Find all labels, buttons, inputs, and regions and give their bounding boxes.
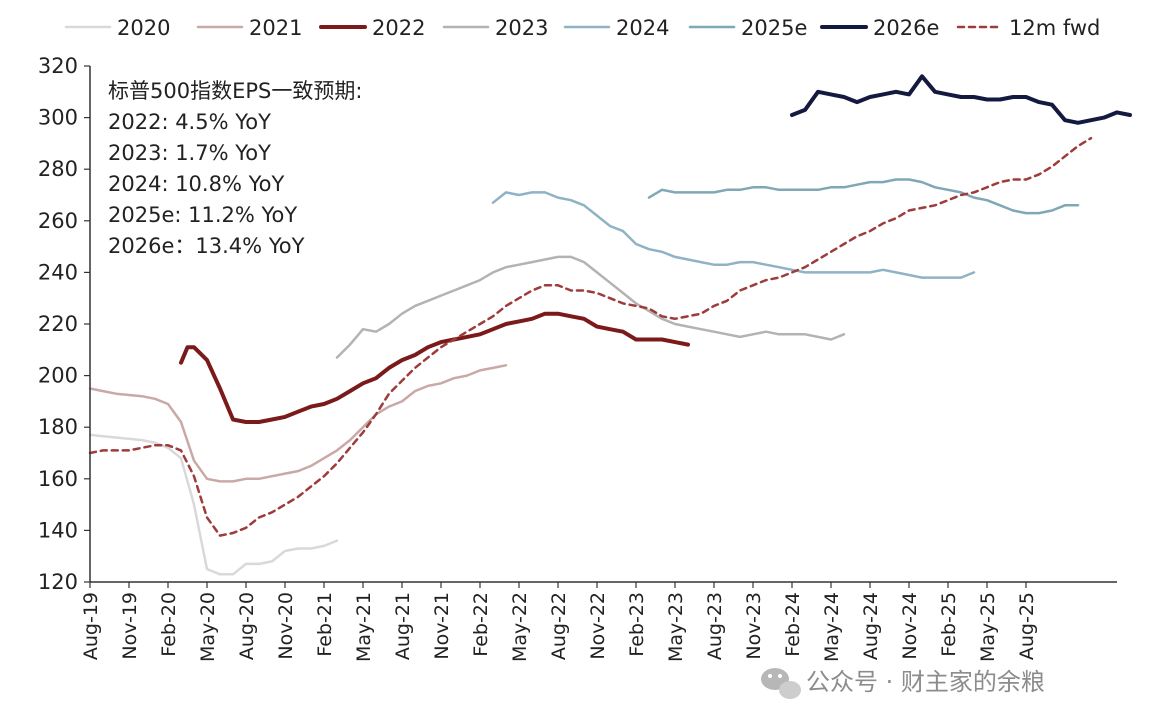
series-layer (88, 74, 1132, 576)
series-line-2021 (88, 364, 508, 483)
x-tick-label: Feb-24 (782, 592, 804, 657)
legend-label: 2025e (741, 16, 807, 40)
x-tick-label: Nov-24 (899, 592, 921, 660)
y-tick-label: 160 (38, 467, 78, 491)
annotation-line: 2023: 1.7% YoY (108, 141, 271, 165)
x-tick-label: Feb-22 (470, 592, 492, 657)
x-tick-label: May-24 (821, 592, 843, 662)
y-tick-label: 120 (38, 570, 78, 594)
x-tick-label: Aug-23 (704, 592, 726, 660)
y-tick-label: 200 (38, 364, 78, 388)
legend-label: 2021 (249, 16, 302, 40)
x-tick-label: Feb-23 (626, 592, 648, 657)
series-line-2026e (790, 74, 1132, 125)
x-tick-label: Nov-22 (587, 592, 609, 660)
x-tick-label: May-22 (509, 592, 531, 662)
y-tick-label: 240 (38, 260, 78, 284)
x-tick-label: Aug-20 (236, 592, 258, 660)
legend-label: 2020 (117, 16, 170, 40)
x-tick-label: May-23 (665, 592, 687, 662)
x-tick-label: Nov-20 (275, 592, 297, 660)
series-line-12m-fwd (88, 136, 1093, 537)
annotation-line: 2026e：13.4% YoY (108, 234, 305, 258)
annotation-line: 2024: 10.8% YoY (108, 172, 284, 196)
x-tick-label: May-20 (197, 592, 219, 662)
legend: 2020 2021 2022 2023 2024 2025e 2026e 12m fwd (64, 16, 1100, 40)
wechat-icon (761, 668, 801, 699)
series-line-2025e (647, 178, 1080, 215)
x-tick-label: Aug-25 (1016, 592, 1038, 660)
legend-label: 2022 (372, 16, 425, 40)
y-tick-label: 220 (38, 312, 78, 336)
y-tick-label: 320 (38, 54, 78, 78)
annotation-line: 2022: 4.5% YoY (108, 110, 271, 134)
x-tick-label: Feb-20 (158, 592, 180, 657)
series-line-2020 (88, 433, 339, 576)
x-tick-label: Aug-19 (80, 592, 102, 660)
x-tick-label: May-25 (977, 592, 999, 662)
y-tick-label: 140 (38, 518, 78, 542)
legend-label: 12m fwd (1009, 16, 1100, 40)
x-tick-label: Aug-22 (548, 592, 570, 660)
x-tick-label: Nov-19 (119, 592, 141, 660)
x-tick-label: Feb-25 (938, 592, 960, 657)
series-line-2023 (335, 255, 846, 359)
annotation-title: 标普500指数EPS一致预期: (108, 79, 362, 103)
y-tick-label: 280 (38, 157, 78, 181)
watermark: 公众号 · 财主家的余粮 (761, 668, 1045, 699)
y-tick-label: 260 (38, 209, 78, 233)
series-line-2022 (179, 311, 690, 424)
y-tick-label: 180 (38, 415, 78, 439)
watermark-text: 公众号 · 财主家的余粮 (806, 668, 1045, 696)
legend-label: 2023 (495, 16, 548, 40)
legend-label: 2024 (616, 16, 669, 40)
legend-label: 2026e (873, 16, 939, 40)
annotation-box: 标普500指数EPS一致预期: 2022: 4.5% YoY 2023: 1.7% … (108, 79, 362, 258)
y-tick-label: 300 (38, 106, 78, 130)
x-tick-label: Nov-21 (431, 592, 453, 660)
x-tick-label: Aug-21 (392, 592, 414, 660)
annotation-line: 2025e: 11.2% YoY (108, 203, 297, 227)
x-tick-label: Feb-21 (314, 592, 336, 657)
series-line-2024 (491, 191, 976, 279)
x-tick-label: May-21 (353, 592, 375, 662)
x-tick-label: Nov-23 (743, 592, 765, 660)
x-tick-label: Aug-24 (860, 592, 882, 660)
axes: 120 140 160 180 200 220 240 260 280 300 320 Aug-19 N… (38, 54, 1117, 662)
